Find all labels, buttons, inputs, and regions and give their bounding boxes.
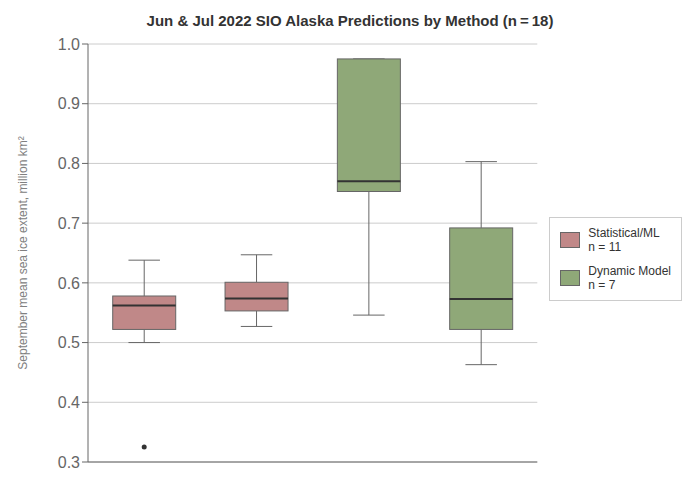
svg-text:0.4: 0.4	[58, 394, 80, 411]
html-text:Dynamic Model n = 7: Dynamic Model n = 7	[588, 264, 671, 292]
svg-text:0.6: 0.6	[58, 275, 80, 292]
svg-text:0.8: 0.8	[58, 155, 80, 172]
svg-text:0.3: 0.3	[58, 454, 80, 471]
svg-text:1.0: 1.0	[58, 36, 80, 53]
svg-text:September mean sea ice extent,: September mean sea ice extent, million k…	[16, 136, 30, 369]
svg-text:0.7: 0.7	[58, 215, 80, 232]
html-text:Jun & Jul 2022 SIO Alaska Pred: Jun & Jul 2022 SIO Alaska Predictions by…	[146, 12, 554, 29]
html-text:Statistical/ML n = 11: Statistical/ML n = 11	[588, 226, 660, 254]
svg-text:0.5: 0.5	[58, 334, 80, 351]
svg-text:0.9: 0.9	[58, 95, 80, 112]
